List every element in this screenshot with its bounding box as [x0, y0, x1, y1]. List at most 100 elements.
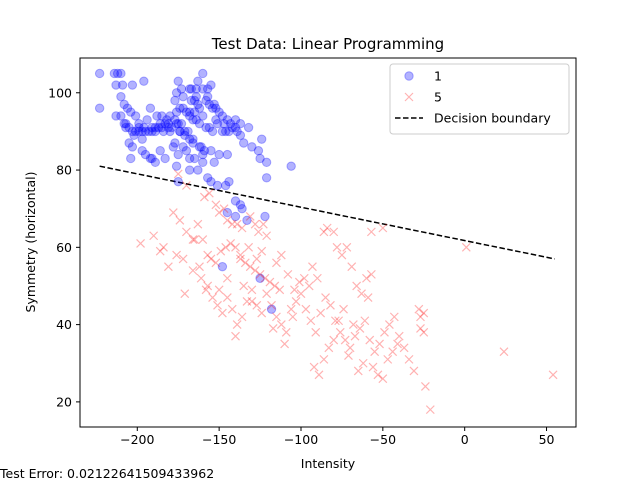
data-point-series-1: [122, 103, 133, 113]
data-point-series-5: [181, 181, 191, 190]
data-point-series-1: [181, 107, 192, 117]
data-point-series-5: [280, 339, 290, 349]
data-point-series-1: [173, 76, 183, 86]
data-point-series-1: [235, 118, 246, 129]
data-point-series-5: [368, 362, 378, 372]
data-point-series-5: [288, 312, 298, 322]
data-point-series-5: [340, 335, 350, 345]
x-tick-label: 0: [461, 432, 469, 447]
data-point-series-5: [370, 347, 380, 357]
data-point-series-1: [165, 111, 175, 121]
data-point-series-5: [291, 296, 301, 306]
data-point-series-1: [155, 118, 165, 129]
data-point-series-1: [130, 126, 141, 137]
data-point-series-1: [261, 173, 272, 183]
data-point-series-5: [159, 242, 168, 252]
data-point-series-1: [230, 196, 241, 206]
y-tick-label: 60: [56, 240, 72, 255]
data-point-series-5: [366, 269, 376, 279]
data-point-series-5: [262, 231, 272, 241]
data-point-series-1: [134, 126, 144, 137]
data-point-series-1: [137, 146, 147, 156]
data-point-series-1: [119, 118, 129, 129]
data-point-series-5: [222, 293, 232, 302]
data-point-series-5: [242, 296, 252, 306]
data-point-series-1: [266, 304, 277, 314]
data-point-series-5: [272, 258, 281, 268]
data-point-series-5: [231, 242, 240, 252]
data-point-series-5: [188, 266, 198, 275]
data-point-series-1: [94, 103, 105, 113]
data-point-series-5: [384, 320, 394, 330]
data-point-series-1: [160, 118, 170, 129]
data-point-series-1: [116, 91, 126, 102]
data-point-series-5: [419, 327, 429, 337]
data-point-series-5: [324, 343, 334, 353]
data-point-series-5: [173, 169, 183, 179]
data-point-series-5: [254, 227, 263, 237]
data-point-series-5: [188, 235, 198, 245]
data-point-series-1: [129, 130, 139, 140]
data-point-series-1: [238, 138, 249, 148]
data-point-series-5: [332, 242, 342, 252]
decision-boundary-line: [99, 165, 555, 260]
data-point-series-5: [240, 258, 250, 268]
data-point-series-5: [548, 370, 558, 380]
data-point-series-5: [235, 254, 245, 264]
data-point-series-1: [189, 153, 200, 164]
y-tick-label: 20: [56, 394, 72, 409]
data-point-series-1: [116, 68, 126, 79]
data-point-series-1: [139, 122, 149, 133]
y-tick-label: 100: [48, 85, 72, 100]
data-point-series-5: [366, 227, 376, 237]
data-point-series-5: [337, 250, 347, 260]
data-point-series-1: [184, 107, 195, 117]
axes-layer: −200 −150 −100 −50 0 50 20 40 60 80 100: [48, 85, 554, 447]
data-point-series-5: [389, 312, 399, 322]
data-point-series-1: [178, 91, 188, 102]
data-point-series-1: [171, 161, 182, 171]
data-point-series-1: [150, 122, 161, 133]
data-point-series-1: [173, 149, 183, 160]
data-point-series-5: [257, 308, 267, 318]
data-point-series-1: [180, 126, 190, 137]
data-point-series-1: [202, 173, 213, 183]
data-point-series-5: [319, 354, 329, 364]
data-point-series-5: [175, 215, 185, 225]
data-point-series-5: [195, 262, 204, 272]
data-point-series-5: [252, 254, 262, 264]
data-point-series-1: [150, 157, 161, 168]
data-point-series-1: [147, 153, 157, 164]
data-point-series-1: [214, 107, 224, 117]
data-point-series-1: [207, 103, 218, 113]
data-point-series-5: [499, 347, 509, 357]
data-point-series-1: [212, 180, 223, 191]
data-point-series-1: [173, 176, 183, 187]
data-point-series-1: [219, 118, 229, 129]
data-point-series-5: [425, 405, 435, 415]
legend-label-boundary: Decision boundary: [434, 111, 551, 126]
data-point-series-1: [227, 122, 237, 133]
data-point-series-1: [109, 68, 120, 79]
data-point-series-5: [388, 347, 398, 357]
data-point-series-1: [155, 146, 165, 156]
test-error-text: Test Error: 0.02122641509433962: [0, 466, 215, 481]
data-point-series-1: [127, 80, 138, 90]
data-point-series-1: [230, 122, 241, 133]
data-point-series-5: [276, 250, 286, 260]
data-point-series-1: [184, 153, 195, 164]
data-point-series-1: [206, 176, 216, 187]
data-point-series-5: [383, 354, 393, 364]
data-point-series-5: [378, 223, 388, 233]
data-point-series-5: [365, 335, 375, 345]
data-point-series-5: [196, 273, 206, 283]
data-point-series-5: [163, 262, 173, 272]
data-point-series-1: [209, 99, 219, 110]
data-point-series-5: [357, 289, 366, 299]
data-point-series-5: [237, 312, 247, 322]
data-point-series-5: [321, 293, 330, 302]
data-point-series-1: [157, 111, 167, 121]
data-point-series-1: [211, 103, 221, 113]
data-point-series-1: [255, 153, 265, 164]
